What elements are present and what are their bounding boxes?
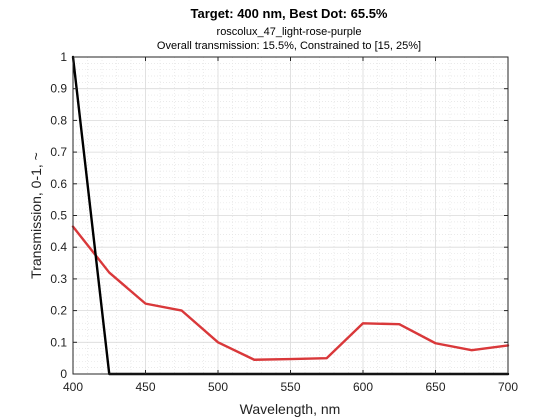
y-tick-label: 0.5 [50,209,67,223]
x-tick-label: 600 [353,380,373,394]
chart-title: Target: 400 nm, Best Dot: 65.5% [191,6,388,21]
y-axis-label: Transmission, 0-1, ~ [28,152,44,279]
x-tick-label: 500 [208,380,228,394]
y-tick-label: 0.6 [50,177,67,191]
y-tick-label: 0.1 [50,335,67,349]
y-tick-label: 0 [60,367,67,381]
y-tick-label: 0.3 [50,272,67,286]
x-tick-label: 400 [63,380,83,394]
x-axis-label: Wavelength, nm [240,401,341,417]
chart-subtitle-line-1: roscolux_47_light-rose-purple [217,26,362,38]
y-tick-label: 0.8 [50,113,67,127]
x-tick-label: 550 [280,380,300,394]
y-tick-label: 0.7 [50,145,67,159]
x-tick-label: 450 [135,380,155,394]
y-tick-labels: 0 0.1 0.2 0.3 0.4 0.5 0.6 0.7 0.8 0.9 1 [50,50,67,381]
y-tick-label: 0.4 [50,240,67,254]
filter-transmission-line [71,225,510,361]
chart-subtitle-line-2: Overall transmission: 15.5%, Constrained… [157,40,421,52]
x-tick-label: 650 [425,380,445,394]
x-tick-label: 700 [498,380,518,394]
x-tick-labels: 400 450 500 550 600 650 700 [63,380,518,394]
y-tick-label: 0.9 [50,82,67,96]
y-tick-label: 1 [60,50,67,64]
tick-marks [72,56,509,375]
y-tick-label: 0.2 [50,304,67,318]
